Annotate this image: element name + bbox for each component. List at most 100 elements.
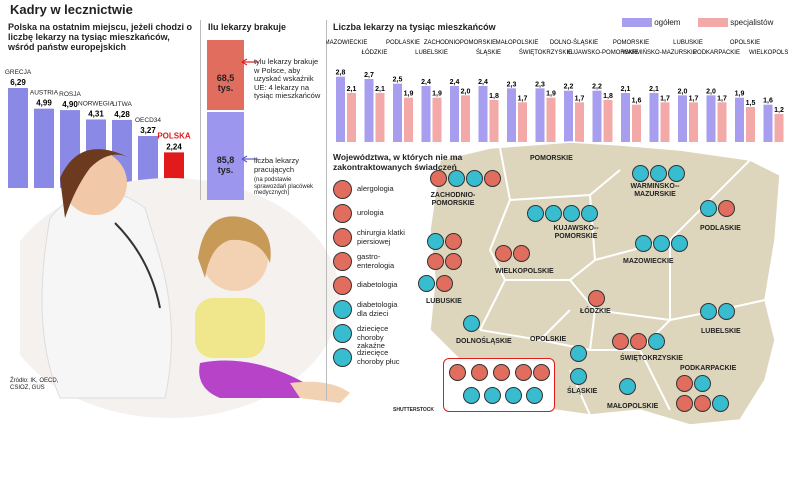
region-bar-category: PODLASKIE [386, 40, 420, 46]
region-bar-value: 1,7 [689, 95, 699, 102]
specialist-bar [375, 93, 385, 142]
region-swietokrzyskie: ŚWIĘTOKRZYSKIE [620, 355, 683, 362]
region-bar-value: 1,8 [603, 93, 613, 100]
region-malopolskie: MAŁOPOLSKIE [607, 403, 659, 410]
region-bar-value: 2,8 [336, 70, 346, 77]
specialist-bar [689, 102, 698, 142]
specialty-icon-cyan [668, 165, 685, 182]
region-lubuskie: LUBUSKIE [426, 298, 462, 305]
specialty-icon-cyan [671, 235, 688, 252]
allergology-icon [333, 180, 352, 199]
region-bar-category: WARMIŃSKO-MAZURSKIE [622, 49, 696, 56]
specialty-icon-cyan [418, 275, 435, 292]
total-bar [393, 83, 402, 142]
specialty-icon-cyan [448, 170, 465, 187]
specialty-icon-red [436, 275, 453, 292]
total-bar [364, 79, 374, 142]
region-warminsko: WARMIŃSKO--MAZURSKIE [630, 183, 680, 198]
europe-bar-value: 2,24 [166, 142, 182, 151]
specialty-icon-cyan [635, 235, 652, 252]
specialty-icon-red [588, 290, 605, 307]
region-bar-category: ZACHODNIOPOMORSKIE [424, 40, 496, 46]
specialty-icon-red [430, 170, 447, 187]
region-bar-value: 2,2 [564, 84, 574, 91]
region-podlaskie: PODLASKIE [700, 225, 741, 232]
total-bar [735, 97, 744, 142]
specialty-icon-red [676, 375, 693, 392]
specialty-icon-cyan [484, 387, 501, 404]
diabetology-icon [333, 276, 352, 295]
specialty-icon-cyan [527, 205, 544, 222]
specialty-icon-red [427, 253, 444, 270]
europe-bar-category: AUSTRIA [30, 90, 59, 97]
missing-note: tylu lekarzy brakuje w Polsce, aby uzysk… [254, 57, 321, 100]
europe-bar-category: GRECJA [5, 69, 32, 76]
specialty-icon-red [533, 364, 550, 381]
specialty-icon-cyan [570, 368, 587, 385]
europe-bar [8, 88, 28, 188]
specialist-bar [774, 114, 784, 142]
region-bar-value: 2,5 [393, 77, 403, 84]
europe-bar-category: LITWA [112, 101, 132, 108]
region-bar-category: PODKARPACKIE [693, 50, 740, 56]
arrows [241, 58, 258, 163]
specialty-icon-cyan [526, 387, 543, 404]
europe-bar-category: OECD34 [135, 117, 161, 124]
total-bar [450, 86, 459, 142]
specialty-icon-cyan [505, 387, 522, 404]
region-bar-category: ŁÓDZKIE [362, 49, 388, 56]
specialist-bar [632, 104, 641, 142]
region-bar-value: 2,1 [649, 86, 659, 93]
specialty-icon-cyan [563, 205, 580, 222]
specialty-icon-cyan [463, 315, 480, 332]
region-bar-category: MAZOWIECKIE [326, 40, 367, 46]
total-bar [649, 93, 659, 142]
region-lodzkie: ŁÓDZKIE [580, 308, 611, 315]
specialty-icon-red [445, 253, 462, 270]
region-bar-value: 1,6 [763, 98, 773, 105]
missing-bar [207, 40, 244, 110]
region-bar-category: LUBUSKIE [673, 40, 703, 46]
europe-bar-value: 4,99 [36, 99, 52, 108]
specialty-icon-cyan [712, 395, 729, 412]
legend-label: diabetologia [357, 280, 398, 289]
specialty-icon-cyan [694, 375, 711, 392]
region-opolskie: OPOLSKIE [530, 336, 567, 343]
total-bar [421, 86, 431, 142]
europe-bar [138, 136, 158, 188]
region-zachodniopomorskie: ZACHODNIO-POMORSKIE [430, 192, 476, 207]
region-bar-value: 1,5 [746, 100, 756, 107]
total-bar [535, 88, 545, 142]
specialty-icon-red [495, 245, 512, 262]
region-bar-value: 2,0 [678, 88, 688, 95]
region-bar-category: ŚLĄSKIE [476, 48, 501, 56]
region-mazowieckie: MAZOWIECKIE [623, 258, 674, 265]
legend-label: dziecięce choroby płuc [357, 348, 400, 366]
region-bar-value: 2,4 [478, 79, 488, 86]
region-bar-value: 1,7 [717, 95, 727, 102]
total-bar [592, 90, 602, 142]
region-bar-value: 2,1 [621, 86, 631, 93]
child-lung-icon [333, 348, 352, 367]
missing-value: 68,5 [216, 73, 235, 83]
urology-icon [333, 204, 352, 223]
region-bar-value: 1,7 [518, 95, 528, 102]
specialty-icon-cyan [632, 165, 649, 182]
region-bar-category: POMORSKIE [613, 40, 649, 46]
total-bar [478, 86, 488, 142]
specialty-icon-cyan [581, 205, 598, 222]
child-diabetology-icon [333, 300, 352, 319]
specialist-bar [575, 102, 584, 142]
specialist-bar [746, 107, 755, 142]
specialty-icon-red [612, 333, 629, 350]
specialist-bar [518, 102, 527, 142]
specialty-icon-cyan [466, 170, 483, 187]
legend-label: gastro-enterologia [357, 252, 395, 270]
region-bar-category: MAŁOPOLSKIE [496, 40, 539, 46]
specialty-icon-cyan [650, 165, 667, 182]
specialty-icon-cyan [700, 303, 717, 320]
specialty-icon-red [630, 333, 647, 350]
region-bar-value: 2,4 [450, 79, 460, 86]
region-bar-value: 1,7 [660, 95, 670, 102]
europe-bar-category: POLSKA [157, 131, 191, 140]
